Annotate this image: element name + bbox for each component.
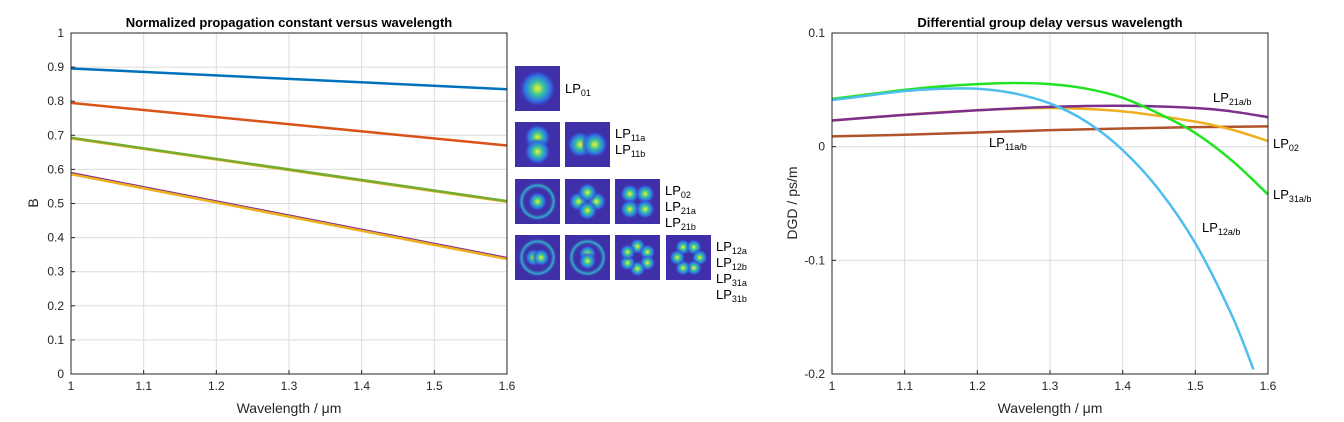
right-ticks: 1 1.1 1.2 1.3 1.4 1.5 1.6 -0.2 -0.1 0 0.1 [804,26,1276,393]
y-tick-label: 0.1 [808,26,825,40]
y-tick-label: -0.1 [804,253,825,267]
y-tick-label: -0.2 [804,367,825,381]
left-plot: 1 1.1 1.2 1.3 1.4 1.5 1.6 0 0.1 0.2 0.3 0.4 0.5 0.6 0.… [25,15,516,416]
mode-label-lp12b: LP12b [716,255,747,272]
series-line-purple [831,104,1269,122]
right-ylabel: DGD / ps/m [784,166,800,239]
y-tick-label: 0 [818,140,825,154]
x-tick-label: 1.6 [499,379,516,393]
right-title: Differential group delay versus waveleng… [917,15,1182,30]
right-plot: 1 1.1 1.2 1.3 1.4 1.5 1.6 -0.2 -0.1 0 0.1 Differen… [784,15,1311,416]
x-tick-label: 1 [68,379,75,393]
x-tick-label: 1.5 [1187,379,1204,393]
x-tick-label: 1.2 [969,379,986,393]
y-tick-label: 0.9 [47,60,64,74]
mode-label-lp01: LP01 [565,81,591,98]
left-xlabel: Wavelength / μm [237,400,342,416]
x-tick-label: 1.4 [353,379,370,393]
mode-label-lp31b: LP31b [716,287,747,304]
mode-label-lp12a: LP12a [716,239,747,256]
x-tick-label: 1.4 [1114,379,1131,393]
y-tick-label: 0 [57,367,64,381]
y-tick-label: 0.3 [47,265,64,279]
y-tick-label: 0.8 [47,94,64,108]
mode-lp12a-icon [515,235,560,280]
right-xlabel: Wavelength / μm [998,400,1103,416]
x-tick-label: 1.2 [208,379,225,393]
mode-lp21b-icon [615,179,660,224]
right-annotations: LP21a/b LP02 LP11a/b LP31a/b LP12a/b [989,90,1311,237]
series-line-orange [70,101,508,147]
mode-lp11b-icon [565,122,610,167]
left-ticks: 1 1.1 1.2 1.3 1.4 1.5 1.6 0 0.1 0.2 0.3 0.4 0.5 0.6 0.… [47,26,515,393]
x-tick-label: 1.1 [135,379,152,393]
mode-label-lp21b: LP21b [665,215,696,232]
x-tick-label: 1.5 [426,379,443,393]
x-tick-label: 1.3 [281,379,298,393]
mode-lp21a-icon [565,179,610,224]
series-line-yellow [70,172,508,261]
series-line-blue [70,67,508,91]
mode-label-lp21a: LP21a [665,199,696,216]
annotation-lp31ab: LP31a/b [1273,187,1311,204]
y-tick-label: 1 [57,26,64,40]
y-tick-label: 0.7 [47,128,64,142]
left-grid [70,32,508,375]
series-line-lightblue [831,87,1255,370]
annotation-lp12ab: LP12a/b [1202,220,1240,237]
y-tick-label: 0.4 [47,231,64,245]
mode-lp02-icon [515,179,560,224]
left-title: Normalized propagation constant versus w… [126,15,453,30]
mode-lp11a-icon [515,122,560,167]
left-series [70,67,508,261]
mode-lp01-icon [515,66,560,111]
y-tick-label: 0.5 [47,197,64,211]
mode-label-lp02: LP02 [665,183,691,200]
right-series [831,81,1269,370]
x-tick-label: 1.6 [1260,379,1277,393]
mode-lp12b-icon [565,235,610,280]
y-tick-label: 0.6 [47,162,64,176]
mode-label-lp11a: LP11a [615,126,645,143]
x-tick-label: 1.1 [896,379,913,393]
mode-lp31a-icon [615,235,660,280]
y-tick-label: 0.1 [47,333,64,347]
mode-label-lp31a: LP31a [716,271,747,288]
x-tick-label: 1.3 [1042,379,1059,393]
left-ylabel: B [25,198,41,207]
series-line-green [70,136,508,203]
mode-label-lp11b: LP11b [615,142,645,159]
mode-lp31b-icon [666,235,711,280]
series-line-rust [831,125,1269,138]
mode-legend: LP01LP11aLP11bLP02LP21aLP21bLP12aLP12bLP… [515,66,747,304]
annotation-lp21ab: LP21a/b [1213,90,1251,107]
y-tick-label: 0.2 [47,299,64,313]
annotation-lp02: LP02 [1273,136,1299,153]
annotation-lp11ab: LP11a/b [989,135,1027,152]
x-tick-label: 1 [829,379,836,393]
